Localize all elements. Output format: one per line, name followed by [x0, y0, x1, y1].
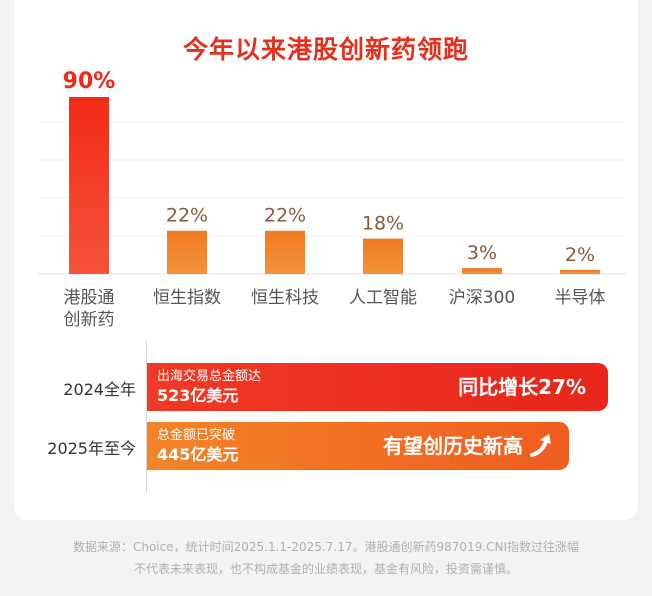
bar-0	[69, 97, 109, 274]
band-caption: 出海交易总金额达	[157, 369, 262, 384]
divider-line	[146, 341, 147, 493]
arrow-up-right-icon	[530, 434, 551, 457]
band-amount: 523亿美元	[157, 386, 239, 405]
category-label-0: 港股通 创新药	[63, 288, 115, 330]
export-deals-2024-band: 出海交易总金额达 523亿美元 同比增长27%	[147, 363, 608, 411]
footnote-line-1: 数据来源：Choice，统计时间2025.1.1-2025.7.17。港股通创新…	[72, 540, 579, 554]
bar-value-label-3: 18%	[362, 213, 404, 235]
bar-value-label-0: 90%	[63, 69, 116, 94]
row-year-2024: 2024全年	[63, 380, 136, 399]
bar-value-label-2: 22%	[264, 205, 306, 227]
record-high-text: 有望创历史新高	[383, 434, 523, 458]
bar-1	[167, 230, 207, 274]
category-label-4: 沪深300	[448, 288, 516, 308]
bar-chart: 90% 22% 22% 18% 3% 2%	[38, 69, 626, 275]
bar-value-label-1: 22%	[166, 205, 208, 227]
bar-value-label-4: 3%	[467, 242, 497, 264]
footnote: 数据来源：Choice，统计时间2025.1.1-2025.7.17。港股通创新…	[0, 536, 652, 580]
row-year-2025: 2025年至今	[47, 439, 136, 458]
yoy-growth-text: 同比增长27%	[458, 375, 586, 399]
category-label-1: 恒生指数	[153, 288, 221, 308]
category-label-2: 恒生科技	[251, 288, 319, 308]
bar-4	[462, 268, 502, 274]
band-amount: 445亿美元	[157, 445, 239, 464]
bar-3	[363, 238, 403, 274]
export-deals-2025-band: 总金额已突破 445亿美元 有望创历史新高	[147, 422, 569, 470]
chart-title: 今年以来港股创新药领跑	[182, 35, 469, 64]
bar-2	[265, 230, 305, 274]
band-caption: 总金额已突破	[157, 428, 236, 443]
footnote-line-2: 不代表未来表现，也不构成基金的业绩表现，基金有风险，投资需谨慎。	[133, 562, 518, 576]
bar-5	[560, 270, 600, 274]
category-label-3: 人工智能	[349, 288, 417, 308]
category-label-5: 半导体	[554, 288, 606, 308]
bar-value-label-5: 2%	[565, 244, 595, 266]
